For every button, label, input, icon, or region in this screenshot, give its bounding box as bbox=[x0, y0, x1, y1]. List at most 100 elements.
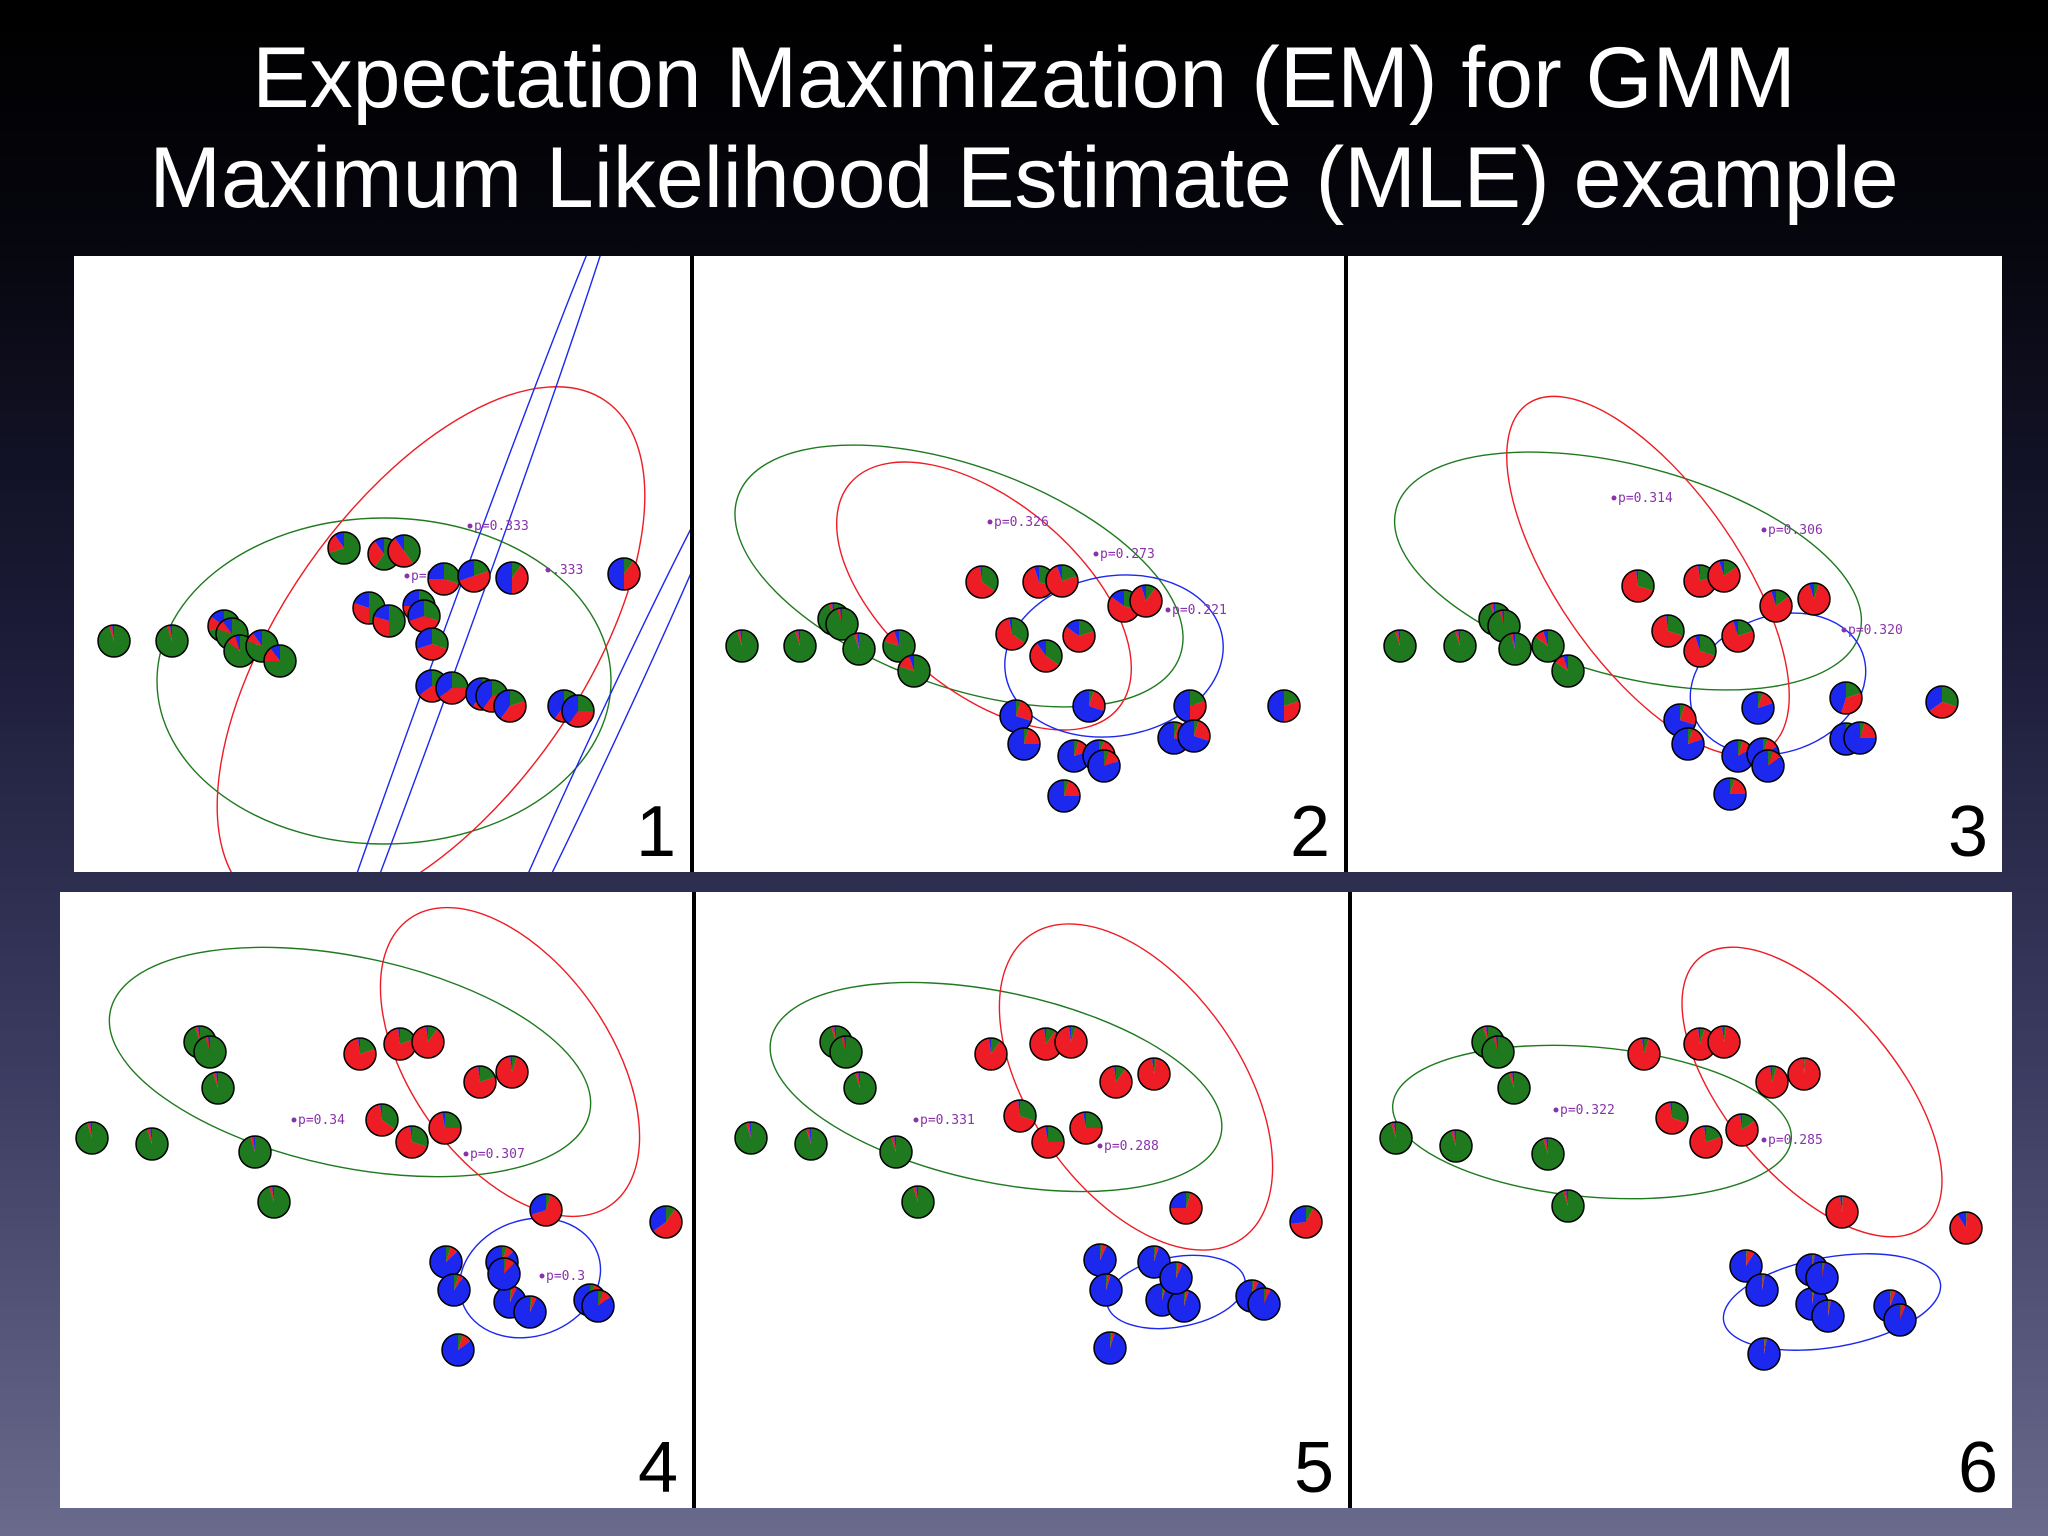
data-point bbox=[995, 617, 1029, 651]
mixing-weight-label: p=0.273 bbox=[1100, 547, 1155, 562]
component-mean-marker bbox=[1097, 1143, 1103, 1149]
component-mean-marker bbox=[291, 1117, 297, 1123]
data-point bbox=[1721, 619, 1755, 653]
data-point bbox=[1531, 629, 1565, 663]
panel-1-plot: p=0.333p=0.333.333 bbox=[97, 256, 690, 872]
mixing-weight-label: p=0.34 bbox=[298, 1113, 345, 1128]
data-point bbox=[437, 1273, 471, 1307]
panel-number-2: 2 bbox=[1289, 792, 1330, 872]
data-point bbox=[1787, 1057, 1821, 1091]
panel-4: p=0.34 p=0.307 p=0.3 4 bbox=[60, 892, 692, 1508]
data-point bbox=[395, 1125, 429, 1159]
data-point bbox=[1003, 1099, 1037, 1133]
data-point bbox=[427, 562, 461, 596]
panel-divider bbox=[690, 256, 694, 872]
data-point bbox=[193, 1035, 227, 1069]
panel-divider bbox=[1344, 256, 1348, 872]
data-point bbox=[1379, 1121, 1413, 1155]
blue-gaussian-ellipse bbox=[458, 1217, 602, 1339]
data-point bbox=[343, 1037, 377, 1071]
data-point bbox=[1093, 1331, 1127, 1365]
data-point bbox=[1621, 569, 1655, 603]
green-gaussian-ellipse bbox=[769, 981, 1223, 1193]
data-point bbox=[1747, 1337, 1781, 1371]
mixing-weight-label: p=0.322 bbox=[1560, 1103, 1615, 1118]
mixing-weight-label: p=0.307 bbox=[470, 1147, 525, 1162]
data-point bbox=[1925, 685, 1959, 719]
data-point bbox=[1883, 1303, 1917, 1337]
data-point bbox=[435, 671, 469, 705]
data-point bbox=[581, 1289, 615, 1323]
data-point bbox=[257, 1185, 291, 1219]
component-mean-marker bbox=[467, 523, 473, 529]
data-point bbox=[1289, 1205, 1323, 1239]
mixing-weight-label: p=0.333 bbox=[474, 519, 529, 534]
panel-number-6: 6 bbox=[1957, 1428, 1998, 1508]
data-point bbox=[1797, 582, 1831, 616]
component-mean-marker bbox=[1611, 495, 1617, 501]
data-point bbox=[1751, 749, 1785, 783]
data-point bbox=[1267, 689, 1301, 723]
data-point bbox=[493, 689, 527, 723]
data-point bbox=[1087, 749, 1121, 783]
data-point bbox=[1811, 1299, 1845, 1333]
data-point bbox=[901, 1185, 935, 1219]
data-point bbox=[843, 1071, 877, 1105]
data-point bbox=[201, 1071, 235, 1105]
data-point bbox=[1054, 1025, 1088, 1059]
data-point bbox=[1707, 559, 1741, 593]
panel-number-5: 5 bbox=[1293, 1428, 1334, 1508]
panel-row-top: p=0.333p=0.333.333 1 p=0.326p=0.273p=0.2… bbox=[74, 256, 2002, 872]
blue-gaussian-ellipse bbox=[1004, 574, 1224, 738]
data-point bbox=[1531, 1137, 1565, 1171]
red-gaussian-ellipse bbox=[216, 386, 646, 872]
data-point bbox=[513, 1295, 547, 1329]
data-point bbox=[965, 565, 999, 599]
data-point bbox=[1741, 691, 1775, 725]
mixing-weight-label: p=0.288 bbox=[1104, 1139, 1159, 1154]
component-mean-marker bbox=[404, 573, 410, 579]
panel-6: p=0.322 p=0.285 6 bbox=[1352, 892, 2012, 1508]
data-point bbox=[1129, 584, 1163, 618]
data-point bbox=[1173, 689, 1207, 723]
data-point bbox=[383, 1027, 417, 1061]
data-point bbox=[974, 1037, 1008, 1071]
data-point bbox=[1031, 1125, 1065, 1159]
data-point bbox=[1843, 721, 1877, 755]
data-point bbox=[879, 1135, 913, 1169]
data-point bbox=[1707, 1025, 1741, 1059]
data-point bbox=[155, 624, 189, 658]
data-point bbox=[463, 1065, 497, 1099]
data-point bbox=[734, 1121, 768, 1155]
data-point bbox=[649, 1205, 683, 1239]
component-mean-marker bbox=[1761, 527, 1767, 533]
mixing-weight-label: p=0.285 bbox=[1768, 1133, 1823, 1148]
panel-3: p=0.314 p=0.306 p=0.320 3 bbox=[1348, 256, 2002, 872]
data-point bbox=[407, 599, 441, 633]
data-point bbox=[495, 1055, 529, 1089]
data-point bbox=[1443, 629, 1477, 663]
green-gaussian-ellipse bbox=[108, 946, 592, 1178]
green-gaussian-ellipse bbox=[1391, 1044, 1793, 1200]
red-gaussian-ellipse bbox=[1681, 946, 1943, 1238]
data-point bbox=[1627, 1037, 1661, 1071]
data-point bbox=[1805, 1261, 1839, 1295]
data-point bbox=[825, 607, 859, 641]
data-point bbox=[1159, 1261, 1193, 1295]
green-gaussian-ellipse bbox=[156, 517, 612, 845]
data-point bbox=[794, 1127, 828, 1161]
component-mean-marker bbox=[1553, 1107, 1559, 1113]
data-point bbox=[1671, 727, 1705, 761]
green-gaussian-ellipse bbox=[1393, 451, 1863, 691]
data-point bbox=[1683, 634, 1717, 668]
data-point bbox=[783, 629, 817, 663]
data-point bbox=[1651, 614, 1685, 648]
blue-gaussian-ellipse bbox=[1722, 1253, 1942, 1351]
panel-4-plot: p=0.34 p=0.307 p=0.3 bbox=[75, 906, 683, 1367]
panel-number-1: 1 bbox=[635, 792, 676, 872]
data-point bbox=[365, 1103, 399, 1137]
data-point bbox=[1481, 1035, 1515, 1069]
component-mean-marker bbox=[987, 519, 993, 525]
component-mean-marker bbox=[1093, 551, 1099, 557]
data-point bbox=[411, 1025, 445, 1059]
